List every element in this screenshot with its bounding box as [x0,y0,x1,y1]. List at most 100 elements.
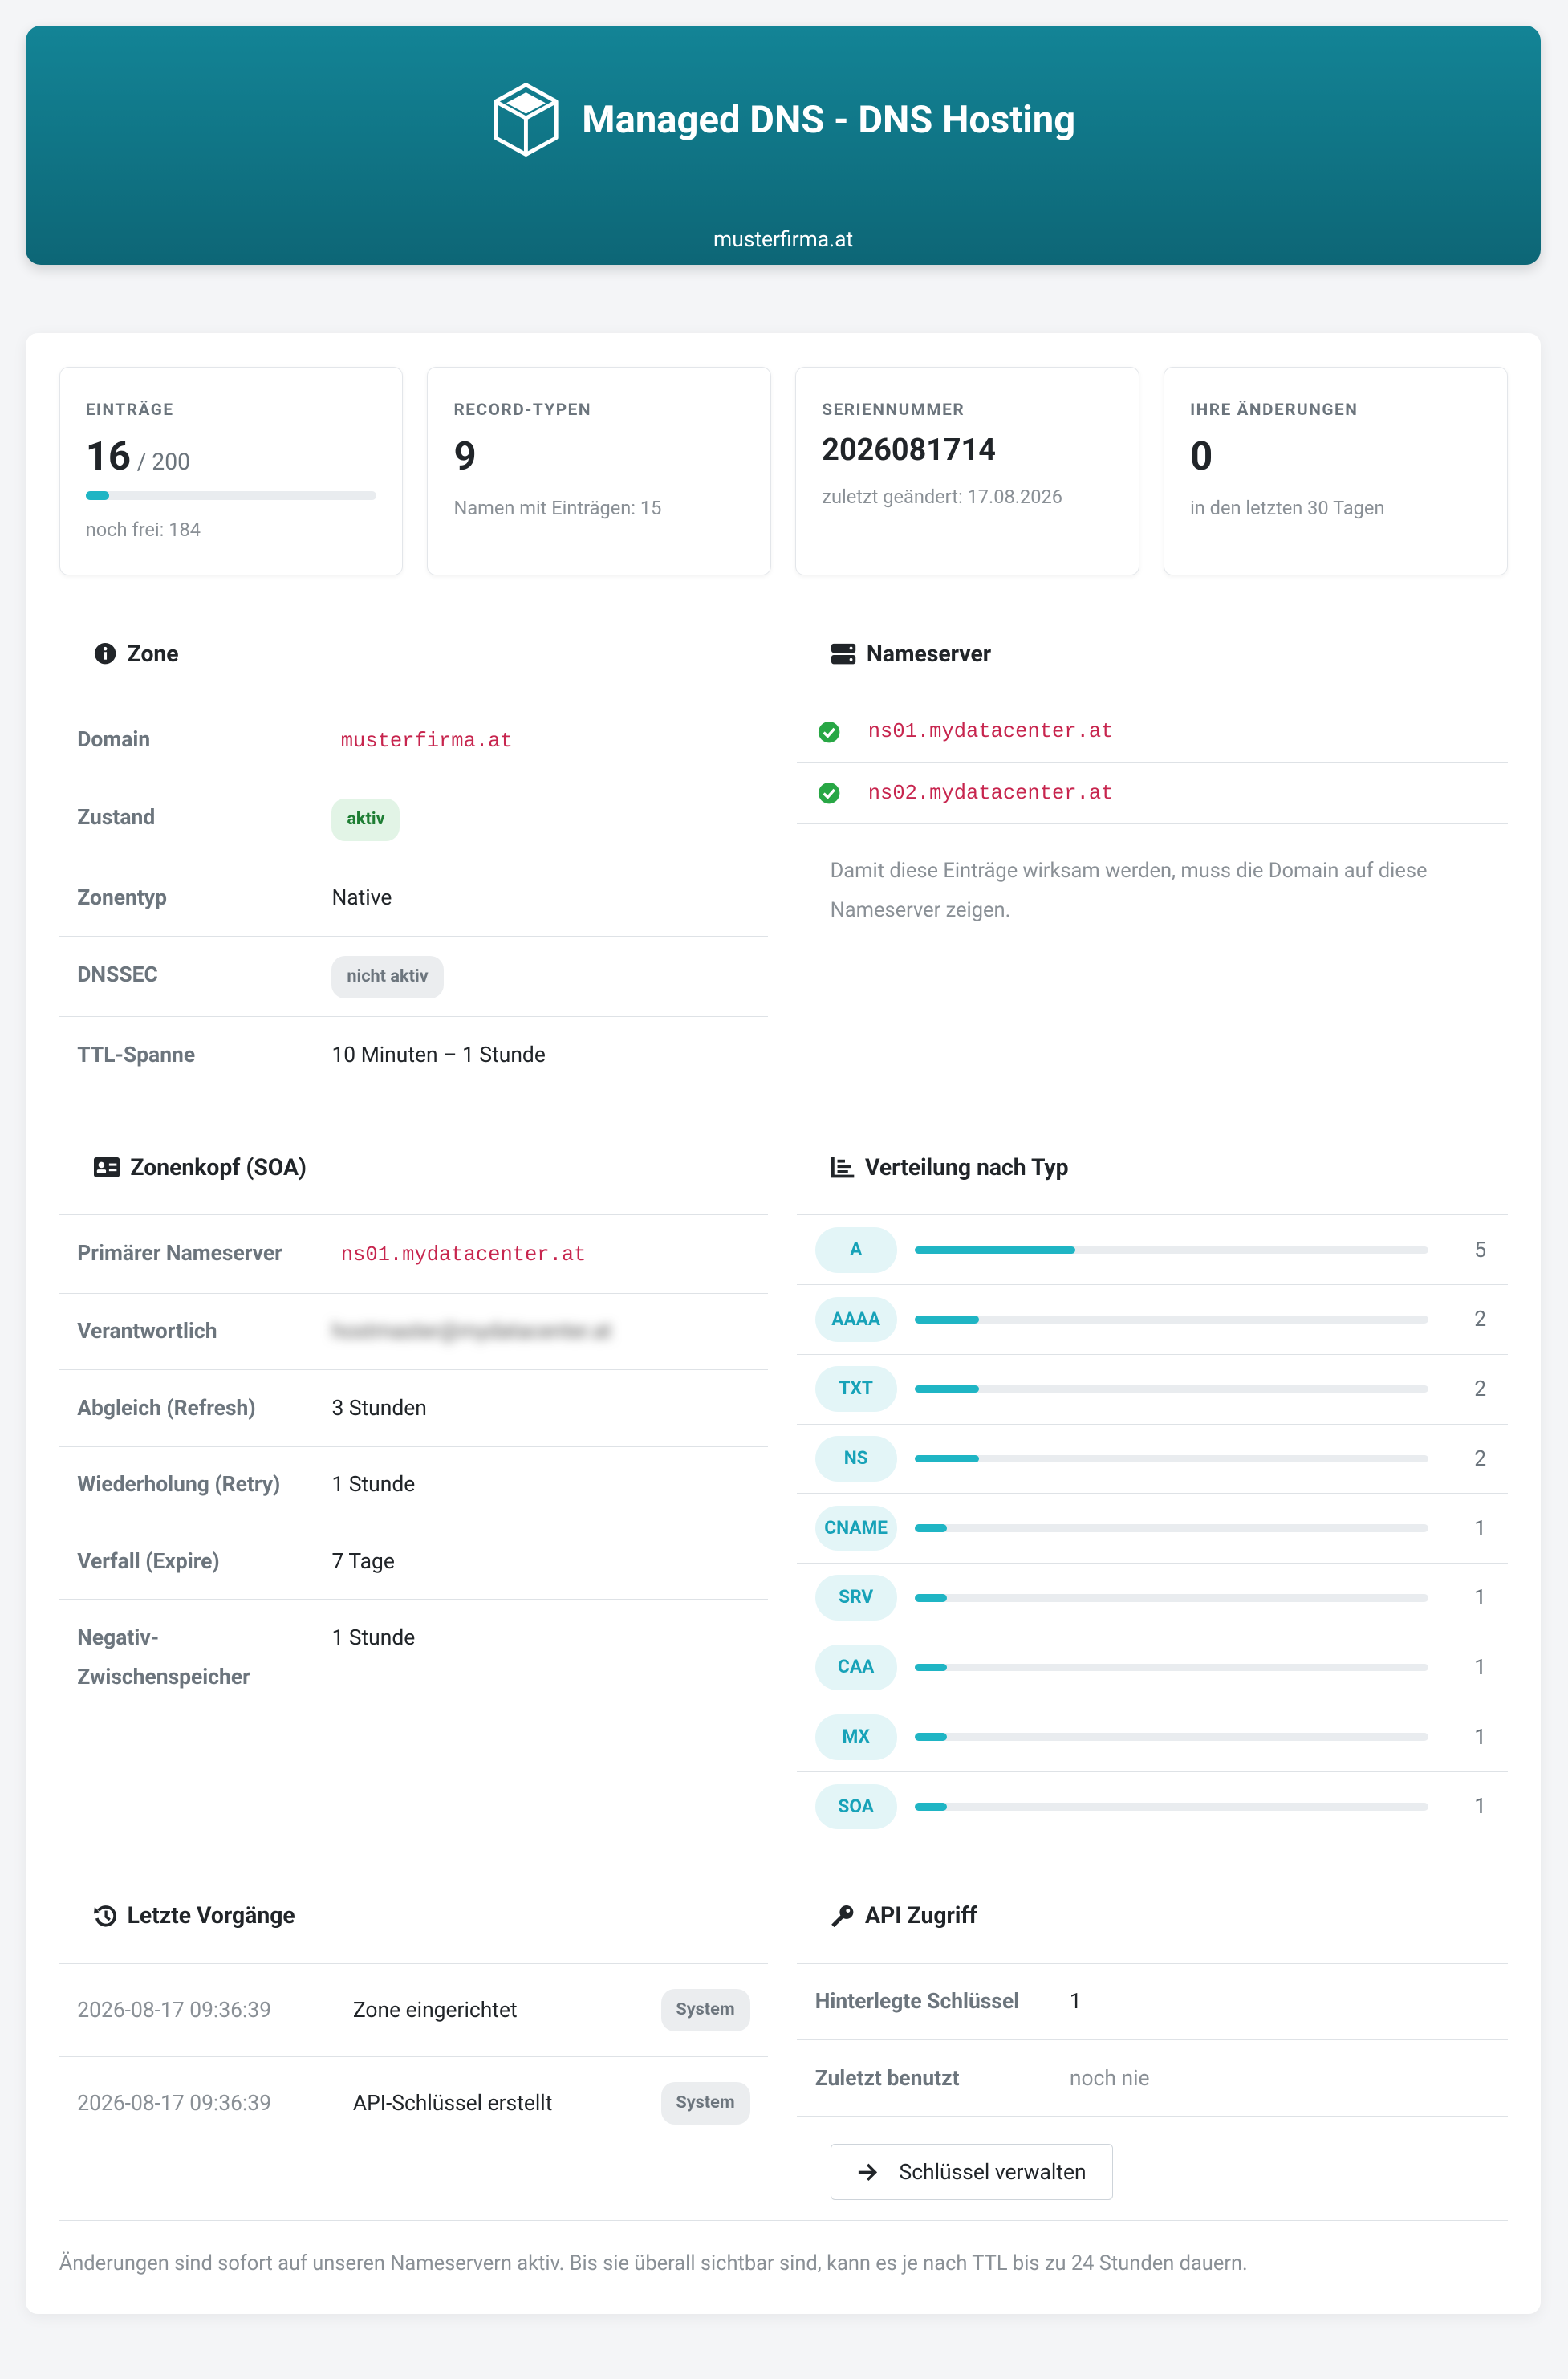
type-track [915,1733,1429,1741]
kv-value-cell: musterfirma.at [331,720,513,761]
kv-label: Verfall (Expire) [77,1548,220,1574]
type-count: 1 [1474,1515,1487,1541]
kv-row: Abgleich (Refresh) 3 Stunden [59,1370,769,1447]
type-bar [915,1524,948,1532]
api-title: API Zugriff [865,1902,977,1930]
type-badge: MX [814,1714,897,1760]
kv-value-cell: 7 Tage [331,1542,394,1581]
kv-row: Zuletzt benutzt noch nie [797,2040,1508,2117]
kv-row: Domain musterfirma.at [59,702,769,780]
kv-value: noch nie [1069,2065,1150,2091]
type-count: 1 [1474,1654,1487,1680]
type-bar [915,1733,948,1741]
type-bar [915,1385,980,1393]
type-badge: AAAA [814,1296,897,1343]
kv-value-cell: 1 Stunde [331,1465,415,1504]
nameserver-section: Nameserver ns01.mydatacenter.at ns02.myda… [797,606,1508,1092]
kv-value: hostmaster@mydatacenter.at [331,1319,612,1344]
type-badge: SOA [814,1783,897,1830]
stat-label: IHRE ÄNDERUNGEN [1190,401,1359,421]
header-domain: musterfirma.at [26,214,1542,266]
type-row: TXT 2 [797,1355,1508,1425]
info-icon [94,642,116,665]
manage-keys-button[interactable]: Schlüssel verwalten [830,2144,1113,2201]
kv-label: Negativ-Zwischenspeicher [77,1625,250,1690]
kv-value: musterfirma.at [340,729,513,753]
distribution-section: Verteilung nach Typ A 5 AAAA 2 TXT 2 NS 2 CNAME 1… [797,1120,1508,1840]
activity-time: 2026-08-17 09:36:39 [77,2090,272,2116]
stat-card: IHRE ÄNDERUNGEN 0 in den letzten 30 Tagen [1163,366,1508,576]
kv-row: Wiederholung (Retry) 1 Stunde [59,1447,769,1523]
kv-row: TTL-Spanne 10 Minuten – 1 Stunde [59,1017,769,1092]
type-count: 1 [1474,1585,1487,1611]
type-badge: CNAME [814,1505,897,1551]
check-circle [819,783,840,804]
header-title-row: Managed DNS - DNS Hosting [26,80,1541,159]
kv-label: TTL-Spanne [77,1042,196,1068]
kv-value-cell: hostmaster@mydatacenter.at [331,1312,611,1351]
stat-note: in den letzten 30 Tagen [1190,497,1385,520]
stat-value-row: 0 [1190,433,1481,479]
nameserver-host: ns01.mydatacenter.at [867,720,1114,744]
sections: Zone Domain musterfirma.at Zustand aktiv Zon… [59,606,1508,2201]
stat-note: zuletzt geändert: 17.08.2026 [822,486,1063,509]
stat-value: 16 [85,432,132,479]
main-card: EINTRÄGE 16/ 200 noch frei: 184 RECORD-TYPE… [26,333,1542,2314]
stat-value: 2026081714 [822,432,996,468]
stat-label: SERIENNUMMER [822,401,965,421]
type-row: NS 2 [797,1425,1508,1494]
kv-value: 1 Stunde [331,1472,416,1498]
type-row: CNAME 1 [797,1494,1508,1564]
api-section: API Zugriff Hinterlegte Schlüssel 1 Zuletz… [797,1869,1508,2201]
kv-value-cell: 1 Stunde [331,1618,415,1697]
progress-fill [85,490,109,500]
stat-card: SERIENNUMMER 2026081714 zuletzt geändert: … [795,366,1139,576]
kv-value: 10 Minuten – 1 Stunde [331,1042,546,1068]
stat-card: EINTRÄGE 16/ 200 noch frei: 184 [59,366,404,576]
nameserver-row: ns01.mydatacenter.at [797,702,1508,763]
type-badge: CAA [814,1645,897,1690]
type-row: MX 1 [797,1702,1508,1773]
kv-row: DNSSEC nicht aktiv [59,937,769,1018]
type-badge: NS [814,1436,897,1482]
kv-value: 1 Stunde [331,1625,416,1650]
zone-heading: Zone [59,606,769,702]
kv-value-cell: 3 Stunden [331,1389,426,1428]
soa-heading: Zonenkopf (SOA) [59,1120,769,1216]
type-count: 2 [1474,1377,1487,1402]
header-title: Managed DNS - DNS Hosting [582,97,1076,143]
cube-icon [494,83,559,157]
kv-label: Hinterlegte Schlüssel [814,1989,1020,2015]
activity-source: System [660,2081,750,2125]
type-row: AAAA 2 [797,1285,1508,1355]
stat-value-row: 2026081714 [822,433,1112,468]
kv-value: 1 [1069,1989,1082,2015]
stats: EINTRÄGE 16/ 200 noch frei: 184 RECORD-TYPE… [59,366,1508,576]
kv-row: Negativ-Zwischenspeicher 1 Stunde [59,1600,769,1714]
type-row: CAA 1 [797,1633,1508,1703]
footer-note: Änderungen sind sofort auf unseren Names… [59,2219,1508,2275]
kv-label: Zonentyp [77,885,167,911]
kv-value: 3 Stunden [331,1395,427,1421]
check-mark [823,727,836,738]
distribution-title: Verteilung nach Typ [865,1153,1069,1181]
kv-row: Zonentyp Native [59,860,769,937]
nameserver-row: ns02.mydatacenter.at [797,763,1508,825]
kv-value-cell: aktiv [331,798,400,841]
check-icon [819,721,840,743]
type-track [915,1803,1429,1811]
type-badge: A [814,1226,897,1273]
stat-label: EINTRÄGE [85,401,174,421]
arrow-icon [858,2163,877,2182]
kv-value-cell: noch nie [1070,2059,1150,2098]
kv-row: Verantwortlich hostmaster@mydatacenter.at [59,1294,769,1371]
arrow-path [858,2163,877,2182]
type-bar [915,1316,980,1324]
chart-icon [831,1157,855,1178]
distribution-heading: Verteilung nach Typ [797,1120,1508,1216]
kv-row: Zustand aktiv [59,779,769,860]
server-icon [831,643,856,665]
kv-value-cell: nicht aktiv [331,955,444,998]
